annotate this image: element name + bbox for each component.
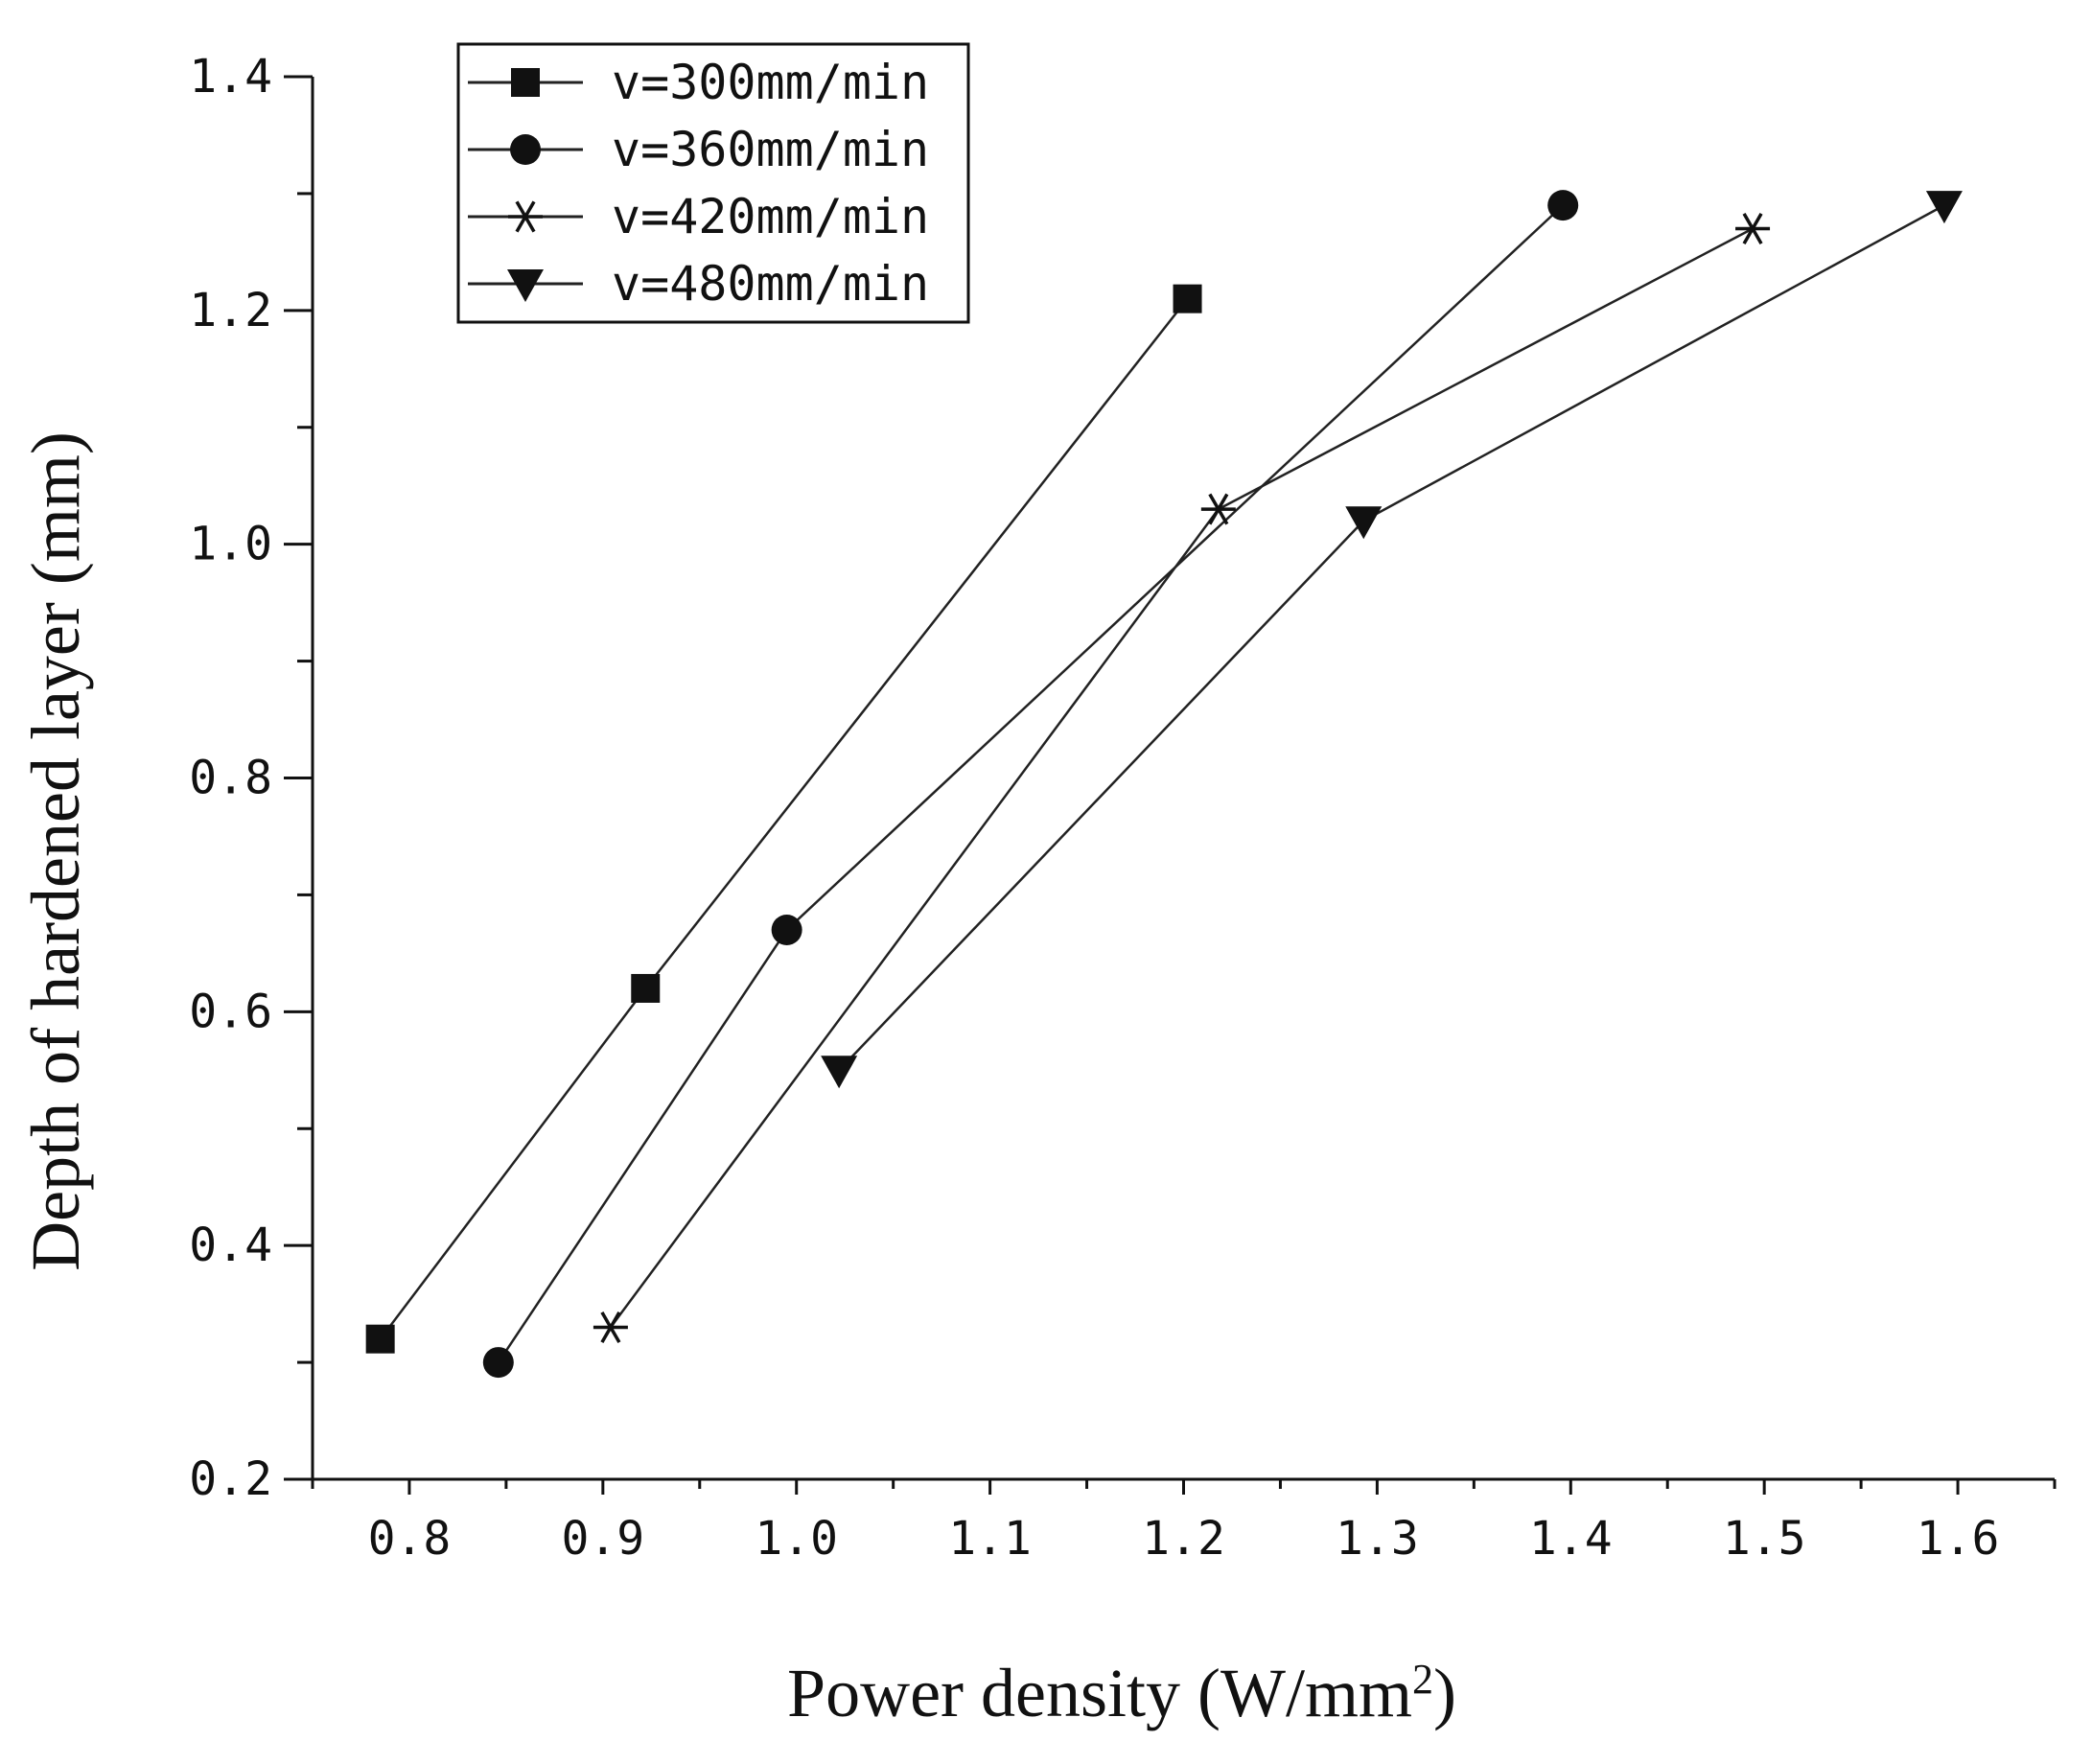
legend-marker [511,68,540,97]
data-point [365,1324,395,1354]
x-tick-label: 1.6 [1917,1512,2000,1566]
axes: 0.8 0.9 1.0 1.1 1.2 1.3 1.4 1.5 1.6 0.2 0.4 0.6 0.8 1… [189,50,2057,1566]
y-tick-label: 0.2 [189,1452,272,1506]
x-tick-label: 0.9 [561,1512,644,1566]
data-point [482,1347,514,1379]
y-tick-label: 0.4 [189,1219,272,1272]
series-2 [482,190,1579,1379]
legend: v=300mm/min v=360mm/min v=420mm/min v=480mm… [456,42,970,324]
data-point [1547,190,1579,221]
series-line [609,227,1754,1329]
series-line [838,204,1945,1072]
data-point [1200,493,1236,525]
y-tick-label: 0.6 [189,985,272,1038]
y-tick-label: 1.2 [189,284,272,337]
y-axis-title: Depth of hardened layer (mm) [17,431,94,1271]
legend-item: v=360mm/min [468,122,929,177]
legend-label: v=420mm/min [612,189,929,244]
data-point [1345,506,1383,540]
series-3 [593,213,1771,1343]
legend-label: v=300mm/min [612,55,929,110]
x-tick-label: 1.0 [755,1512,838,1566]
data-point [631,973,661,1003]
x-tick-label: 1.1 [948,1512,1032,1566]
x-tick-label: 1.2 [1142,1512,1225,1566]
data-point [1735,213,1771,244]
y-tick-label: 0.8 [189,752,272,805]
legend-item: v=300mm/min [468,55,929,110]
y-tick-label: 1.0 [189,518,272,571]
data-point [593,1311,628,1343]
x-tick-label: 0.8 [368,1512,452,1566]
data-point [771,914,802,945]
legend-marker [510,134,541,165]
data-point [821,1056,858,1089]
legend-marker [508,200,543,233]
legend-item: v=480mm/min [468,256,929,312]
series-1 [365,284,1202,1354]
series-4 [821,191,1963,1089]
legend-label: v=480mm/min [612,256,929,312]
data-point [1173,284,1202,313]
y-tick-label: 1.4 [189,50,272,104]
series-line [379,297,1189,1340]
x-axis-title-superscript: 2 [1412,1656,1433,1703]
data-point [1925,191,1963,224]
x-tick-label: 1.4 [1529,1512,1613,1566]
x-tick-label: 1.5 [1723,1512,1806,1566]
legend-box [456,42,970,324]
series-line [497,204,1565,1363]
series-layer [365,190,1963,1379]
x-axis-title: Power density (W/mm2) [787,1655,1456,1731]
x-tick-label: 1.3 [1336,1512,1419,1566]
legend-label: v=360mm/min [612,122,929,177]
legend-item: v=420mm/min [468,189,929,244]
legend-marker [507,269,544,302]
